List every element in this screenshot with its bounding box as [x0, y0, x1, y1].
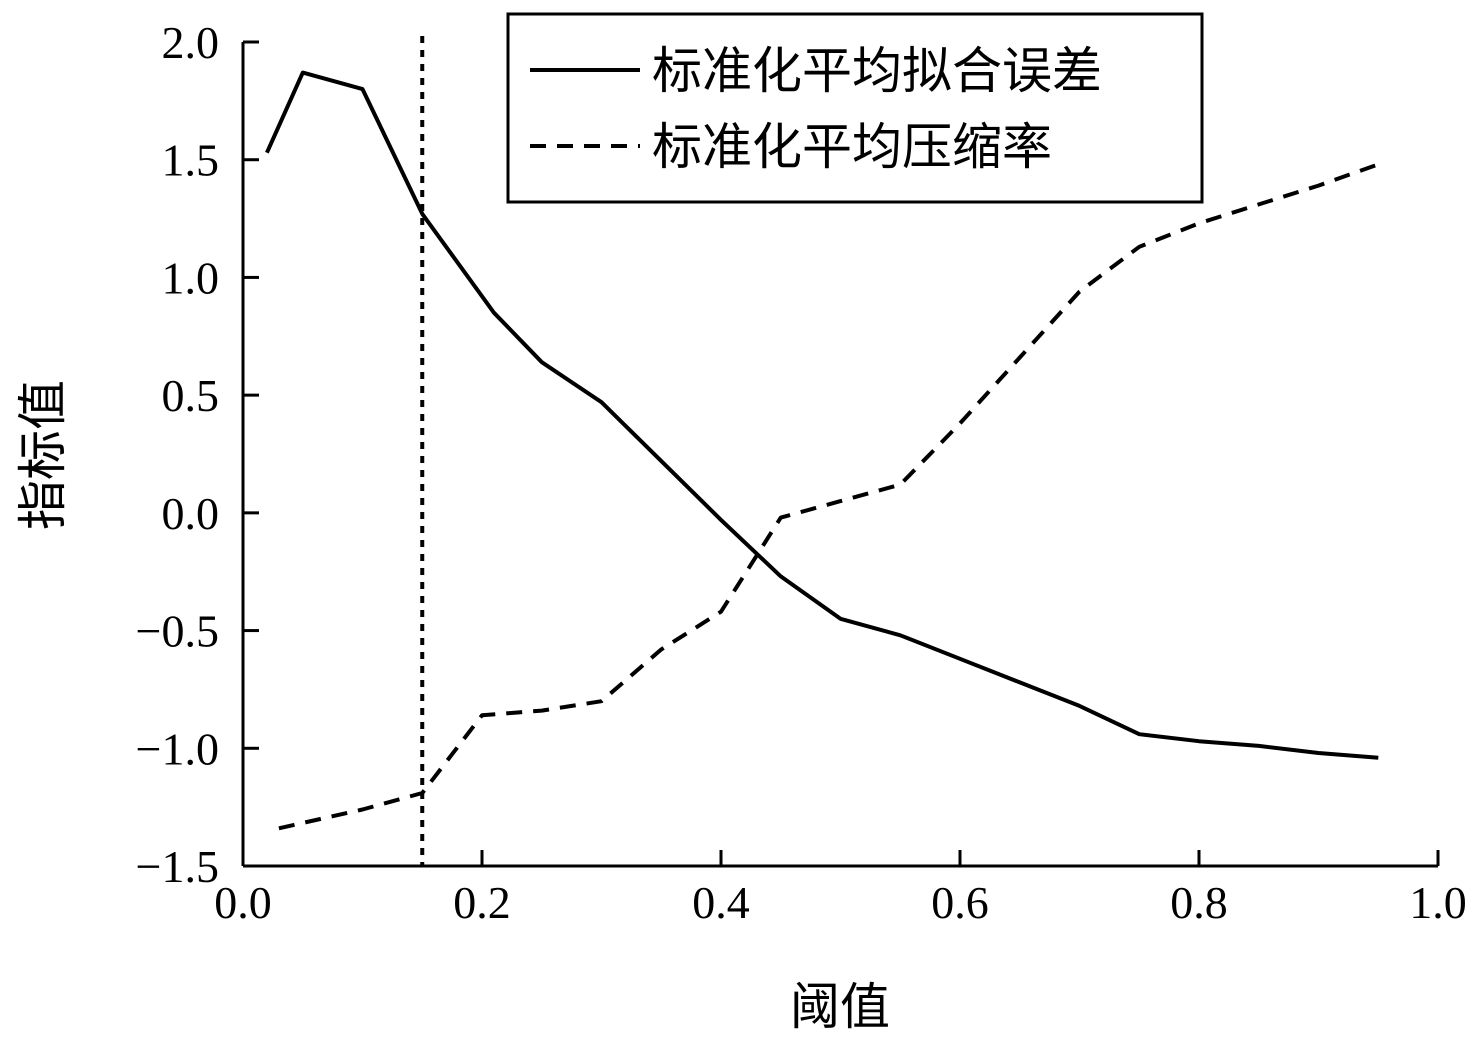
y-tick-label: 0.0 — [162, 488, 220, 539]
y-tick-label: −1.0 — [136, 723, 219, 774]
y-axis-title: 指标值 — [15, 380, 71, 530]
x-tick-label: 0.4 — [692, 877, 750, 928]
legend: 标准化平均拟合误差 标准化平均压缩率 — [506, 12, 1204, 204]
axes-layer — [241, 42, 1438, 868]
series-line-fit-error — [265, 70, 1379, 760]
legend-box — [506, 12, 1204, 204]
ticks-layer: 0.0 0.2 0.4 0.6 0.8 1.0 2.0 1.5 1.0 0.5 0.0 −0.5 −1.… — [136, 17, 1467, 928]
y-tick-label: 2.0 — [162, 17, 220, 68]
y-tick-label: −0.5 — [136, 606, 219, 657]
x-tick-label: 0.6 — [931, 877, 989, 928]
x-axis-title: 阈值 — [790, 979, 890, 1035]
x-tick-label: 0.8 — [1170, 877, 1228, 928]
x-tick-label: 0.2 — [453, 877, 511, 928]
series-layer — [265, 36, 1379, 866]
x-tick-label: 0.0 — [214, 877, 272, 928]
y-tick-label: 1.0 — [162, 252, 220, 303]
y-tick-label: 1.5 — [162, 135, 220, 186]
y-tick-label: 0.5 — [162, 370, 220, 421]
legend-label-compression-rate: 标准化平均压缩率 — [652, 119, 1052, 175]
y-tick-label: −1.5 — [136, 841, 219, 892]
series-line-compression-rate — [278, 162, 1379, 831]
legend-label-fit-error: 标准化平均拟合误差 — [652, 43, 1102, 99]
x-tick-label: 1.0 — [1409, 877, 1467, 928]
